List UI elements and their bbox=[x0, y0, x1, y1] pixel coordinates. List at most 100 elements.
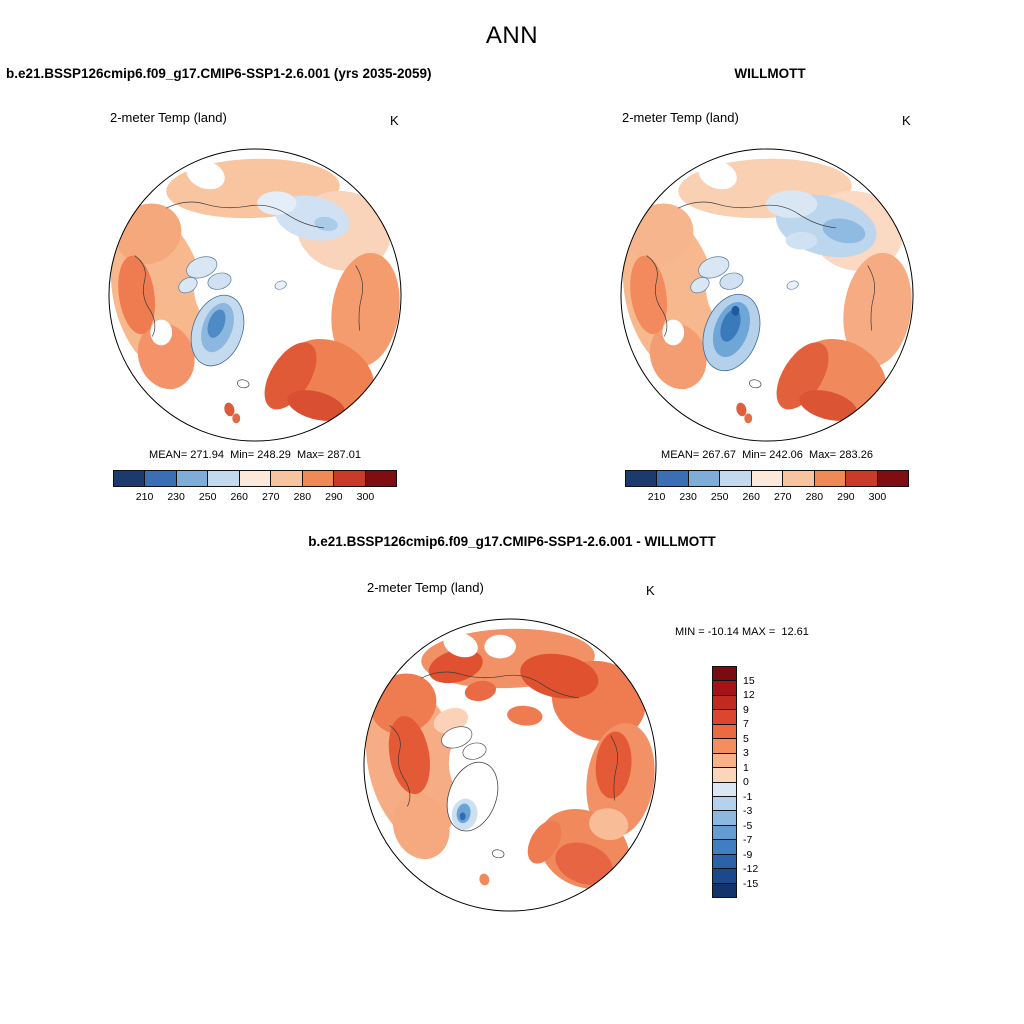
colorbar-tick-label: 280 bbox=[293, 491, 312, 503]
map-region-blob bbox=[232, 413, 241, 424]
colorbar-tick-label: 260 bbox=[230, 491, 248, 503]
map-outline-circle bbox=[620, 148, 914, 442]
colorbar-tick-label: 300 bbox=[868, 491, 887, 503]
map-region-blob bbox=[236, 379, 250, 389]
colorbar-segment bbox=[782, 470, 815, 487]
colorbar-tick-label: 250 bbox=[198, 491, 217, 503]
map-outline-circle bbox=[363, 618, 657, 912]
colorbar-segment bbox=[712, 868, 737, 884]
map-region-blob bbox=[776, 342, 829, 410]
colorbar-tick-label: 3 bbox=[743, 747, 749, 759]
units-label-diff: K bbox=[646, 583, 655, 598]
stats-diff: MIN = -10.14 MAX = 12.61 bbox=[675, 626, 809, 638]
map-region-blob bbox=[744, 413, 753, 424]
colorbar-tick-label: -5 bbox=[743, 819, 753, 832]
map-region-blob bbox=[479, 873, 490, 886]
colorbar-tick-label: 230 bbox=[679, 491, 697, 503]
colorbar-tick-label: -15 bbox=[743, 877, 759, 890]
colorbar-diff-bar bbox=[712, 666, 737, 898]
colorbar-segment bbox=[238, 470, 272, 487]
colorbar-segment bbox=[175, 470, 209, 487]
colorbar-segment bbox=[712, 680, 737, 696]
map-region-blob bbox=[843, 252, 912, 367]
coastline-path bbox=[389, 725, 411, 807]
map-region-blob bbox=[507, 705, 543, 726]
map-region-blob bbox=[589, 808, 629, 841]
colorbar-model-bar bbox=[113, 470, 397, 487]
colorbar-tick-label: 5 bbox=[743, 732, 749, 745]
polar-map-diff bbox=[363, 618, 657, 912]
map-region-blob bbox=[520, 653, 599, 699]
colorbar-tick-label: 1 bbox=[743, 761, 749, 774]
colorbar-segment bbox=[712, 694, 737, 711]
coastline-path bbox=[867, 265, 876, 331]
colorbar-tick-label: 15 bbox=[743, 674, 755, 687]
colorbar-segment bbox=[712, 709, 737, 725]
map-region-blob bbox=[785, 231, 818, 250]
coastline-path bbox=[166, 201, 325, 229]
colorbar-tick-label: 210 bbox=[647, 491, 666, 503]
map-region-blob bbox=[649, 323, 707, 390]
colorbar-obs-bar bbox=[625, 470, 909, 487]
map-region-blob bbox=[822, 218, 866, 244]
variable-label-obs: 2-meter Temp (land) bbox=[622, 110, 739, 125]
map-region-blob bbox=[186, 256, 218, 279]
map-region-blob bbox=[786, 280, 799, 290]
colorbar-segment bbox=[712, 723, 737, 740]
map-region-blob bbox=[274, 280, 287, 290]
colorbar-tick-label: -7 bbox=[743, 834, 753, 846]
map-region-blob bbox=[207, 272, 232, 290]
colorbar-tick-label: 230 bbox=[167, 491, 185, 503]
colorbar-segment bbox=[333, 470, 366, 487]
colorbar-segment bbox=[625, 470, 658, 487]
colorbar-segment bbox=[712, 795, 737, 812]
colorbar-segment bbox=[712, 882, 737, 898]
colorbar-segment bbox=[144, 470, 177, 487]
map-region-blob bbox=[484, 634, 516, 659]
colorbar-tick-label: 12 bbox=[743, 689, 755, 701]
map-region-blob bbox=[464, 680, 497, 702]
units-label-model: K bbox=[390, 113, 399, 128]
map-region-blob bbox=[115, 203, 182, 265]
colorbar-tick-label: 9 bbox=[743, 703, 749, 716]
colorbar-segment bbox=[750, 470, 784, 487]
map-region-blob bbox=[256, 191, 297, 216]
map-region-blob bbox=[731, 305, 740, 316]
map-region-blob bbox=[388, 716, 430, 795]
panel-header-diff: b.e21.BSSP126cmip6.f09_g17.CMIP6-SSP1-2.… bbox=[308, 534, 716, 549]
colorbar-tick-label: 280 bbox=[805, 491, 824, 503]
colorbar-segment bbox=[712, 781, 737, 797]
colorbar-segment bbox=[687, 470, 721, 487]
polar-map-obs bbox=[620, 148, 914, 442]
map-region-blob bbox=[207, 309, 226, 338]
colorbar-segment bbox=[712, 853, 737, 870]
map-region-blob bbox=[766, 190, 818, 219]
map-region-blob bbox=[137, 323, 195, 390]
map-region-blob bbox=[178, 277, 198, 294]
colorbar-tick-label: -9 bbox=[743, 848, 753, 861]
colorbar-tick-label: 300 bbox=[356, 491, 375, 503]
map-region-blob bbox=[627, 203, 694, 265]
colorbar-tick-label: 250 bbox=[710, 491, 729, 503]
colorbar-tick-label: 7 bbox=[743, 718, 749, 730]
colorbar-segment bbox=[113, 470, 146, 487]
coastline-path bbox=[134, 255, 156, 337]
colorbar-segment bbox=[712, 752, 737, 769]
map-region-blob bbox=[264, 342, 317, 410]
map-region-blob bbox=[462, 742, 487, 760]
map-outline-circle bbox=[108, 148, 402, 442]
coastline-path bbox=[678, 201, 837, 229]
map-region-blob bbox=[370, 673, 437, 735]
map-region-blob bbox=[662, 319, 685, 346]
colorbar-segment bbox=[712, 767, 737, 783]
colorbar-segment bbox=[719, 470, 752, 487]
map-region-blob bbox=[392, 793, 450, 860]
colorbar-tick-label: 290 bbox=[325, 491, 343, 503]
colorbar-tick-label: 270 bbox=[774, 491, 792, 503]
map-region-blob bbox=[224, 402, 235, 417]
map-region-blob bbox=[719, 272, 744, 290]
map-region-blob bbox=[428, 649, 483, 684]
map-region-blob bbox=[476, 816, 534, 912]
coastline-path bbox=[646, 255, 668, 337]
map-region-blob bbox=[150, 319, 173, 346]
